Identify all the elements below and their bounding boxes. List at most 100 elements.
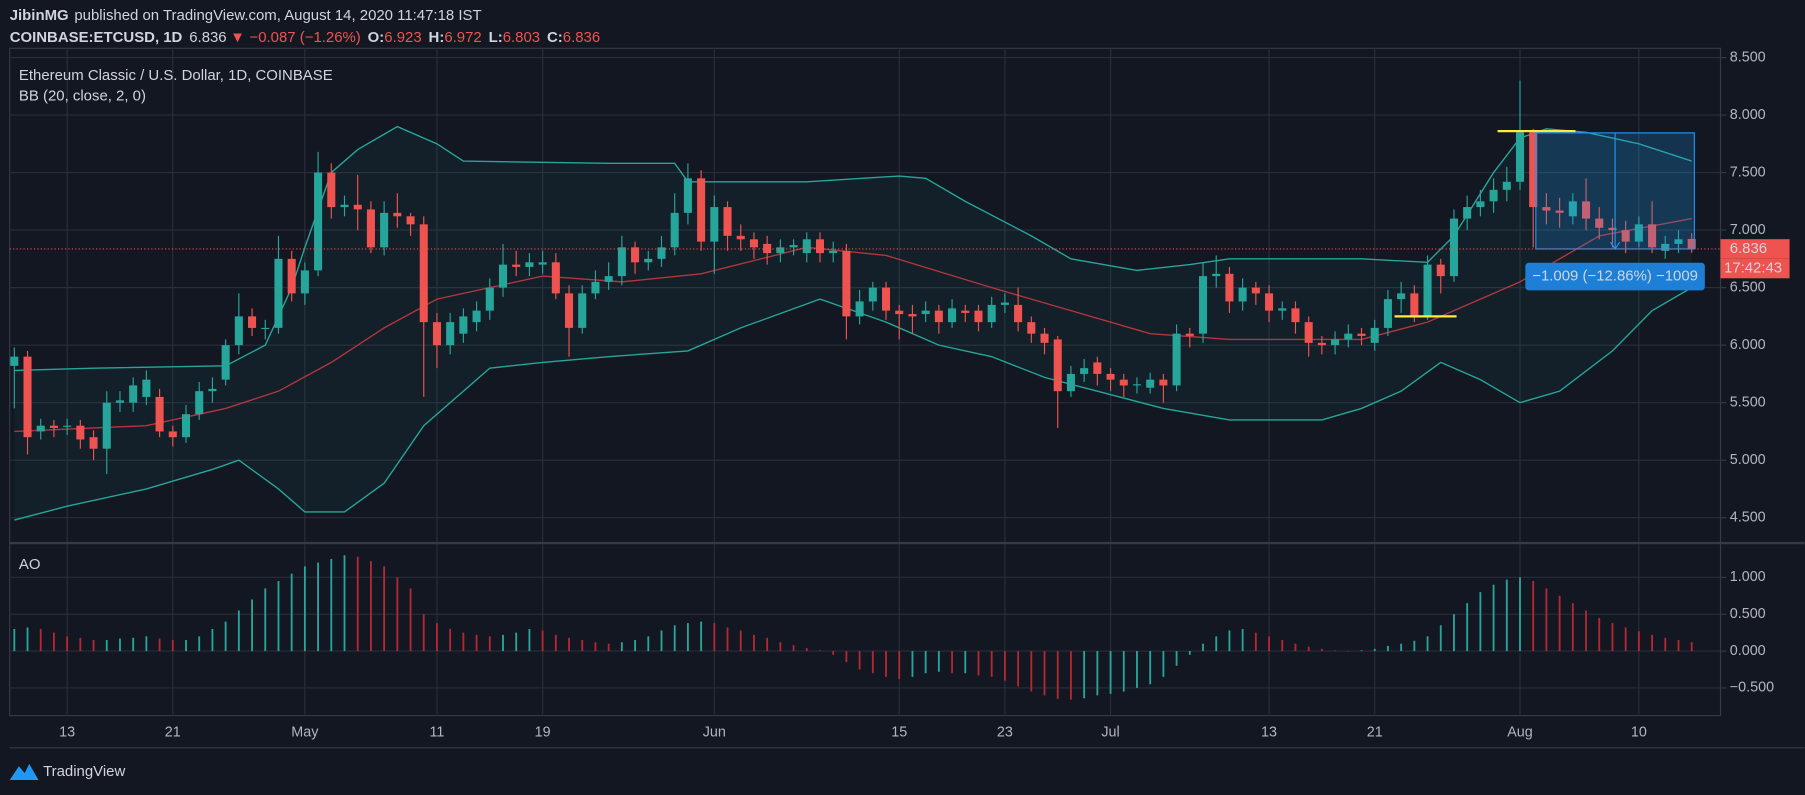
candle-body <box>221 345 230 380</box>
candle-body <box>1515 132 1525 182</box>
candle-body <box>723 207 732 236</box>
ao-bar <box>1426 636 1429 652</box>
candle-body <box>934 310 943 323</box>
ao-bar <box>1598 617 1601 652</box>
ao-bar <box>1268 636 1270 652</box>
ao-bar <box>39 628 42 652</box>
candle-body <box>115 400 124 403</box>
candle-body <box>565 293 574 328</box>
candle-body <box>1027 322 1036 334</box>
ao-bar <box>1003 651 1006 681</box>
ao-bar <box>330 558 333 652</box>
candle-body <box>1370 327 1379 343</box>
logo <box>9 763 39 781</box>
candle-body <box>1463 207 1472 219</box>
ao-bar <box>726 627 729 652</box>
candle-body <box>419 224 428 323</box>
y-tick-label: 6.500 <box>1730 279 1766 295</box>
ao-bar <box>1149 651 1152 685</box>
candle-body <box>1014 304 1023 323</box>
ao-bar <box>462 632 465 652</box>
y-tick-label: 0.000 <box>1730 643 1766 659</box>
candle-body <box>1648 224 1657 248</box>
candle-body <box>736 235 745 240</box>
ao-bar <box>832 651 835 655</box>
ao-bar <box>303 566 306 652</box>
ohlc-value: 6.923 <box>384 29 421 46</box>
ao-bar <box>1360 650 1363 652</box>
ao-bar <box>739 630 742 652</box>
y-tick-label: 5.500 <box>1730 394 1766 410</box>
candle-body <box>815 239 825 254</box>
candle-body <box>1608 227 1617 231</box>
candle-body <box>1304 322 1313 343</box>
candle-body <box>63 425 72 427</box>
ao-bar <box>937 651 940 672</box>
ao-bar <box>66 636 69 652</box>
ao-bar <box>383 566 386 652</box>
candle-body <box>353 204 362 210</box>
ao-bar <box>369 561 372 652</box>
ao-bar <box>805 648 808 652</box>
candle-body <box>868 287 877 302</box>
logo-mark <box>9 763 39 781</box>
candle-body <box>1317 342 1326 346</box>
candle-body <box>327 172 336 208</box>
ao-bar <box>224 621 227 652</box>
candle-body <box>961 310 970 313</box>
ao-bar <box>1624 627 1627 652</box>
candle-body <box>1582 201 1591 219</box>
candle-body <box>485 287 494 311</box>
band-fill <box>14 126 1692 521</box>
candle-body <box>274 258 283 328</box>
candle-body <box>446 322 455 346</box>
ao-bar <box>1664 637 1667 652</box>
ao-bar <box>1056 651 1059 699</box>
ao-bar <box>1096 651 1099 696</box>
ao-bar <box>1070 651 1072 700</box>
candle-body <box>76 425 85 440</box>
candle-body <box>1476 201 1485 208</box>
candle-body <box>855 301 864 317</box>
x-tick-label: Jul <box>1101 725 1119 741</box>
indicator-label: BB (20, close, 2, 0) <box>19 88 146 105</box>
candle-body <box>23 356 32 438</box>
candle-body <box>1489 189 1498 202</box>
candle-body <box>1634 224 1643 242</box>
candle-body <box>195 391 204 415</box>
x-tick-label: 15 <box>891 725 907 741</box>
direction: ▼ <box>230 29 245 46</box>
candle-body <box>432 322 441 346</box>
ao-bar <box>1690 642 1693 652</box>
candle-body <box>1066 373 1075 392</box>
ao-bar <box>1136 651 1138 688</box>
candle-body <box>300 270 309 294</box>
ohlc-value: 6.836 <box>563 29 600 46</box>
ao-bar <box>898 651 901 680</box>
candle-body <box>1397 293 1406 300</box>
plot-layer: 13 21 May 11 19 Jun 15 23 Jul 13 21 Aug 10 4.500 5.000… <box>9 48 1790 741</box>
candle-body <box>36 425 45 432</box>
ao-bar <box>1532 581 1535 652</box>
y-tick-label: 4.500 <box>1730 510 1766 526</box>
ao-bar <box>343 555 346 652</box>
ao-bar <box>554 634 557 652</box>
ao-bar <box>1202 643 1204 652</box>
ao-bar <box>1466 603 1469 652</box>
candle-body <box>1621 230 1630 242</box>
ao-bar <box>620 642 623 652</box>
candle-body <box>710 207 719 242</box>
candle-body <box>1132 384 1141 386</box>
candle-body <box>829 250 838 254</box>
last-price-box <box>1720 239 1790 259</box>
candle-body <box>1555 210 1564 213</box>
x-tick-label: 21 <box>1367 725 1383 741</box>
ao-bar <box>488 636 491 652</box>
ao-bar <box>1109 651 1112 694</box>
ao-bar <box>449 628 452 652</box>
ao-bar <box>1413 640 1416 652</box>
ao-bar <box>198 636 201 652</box>
candle-body <box>631 247 640 263</box>
